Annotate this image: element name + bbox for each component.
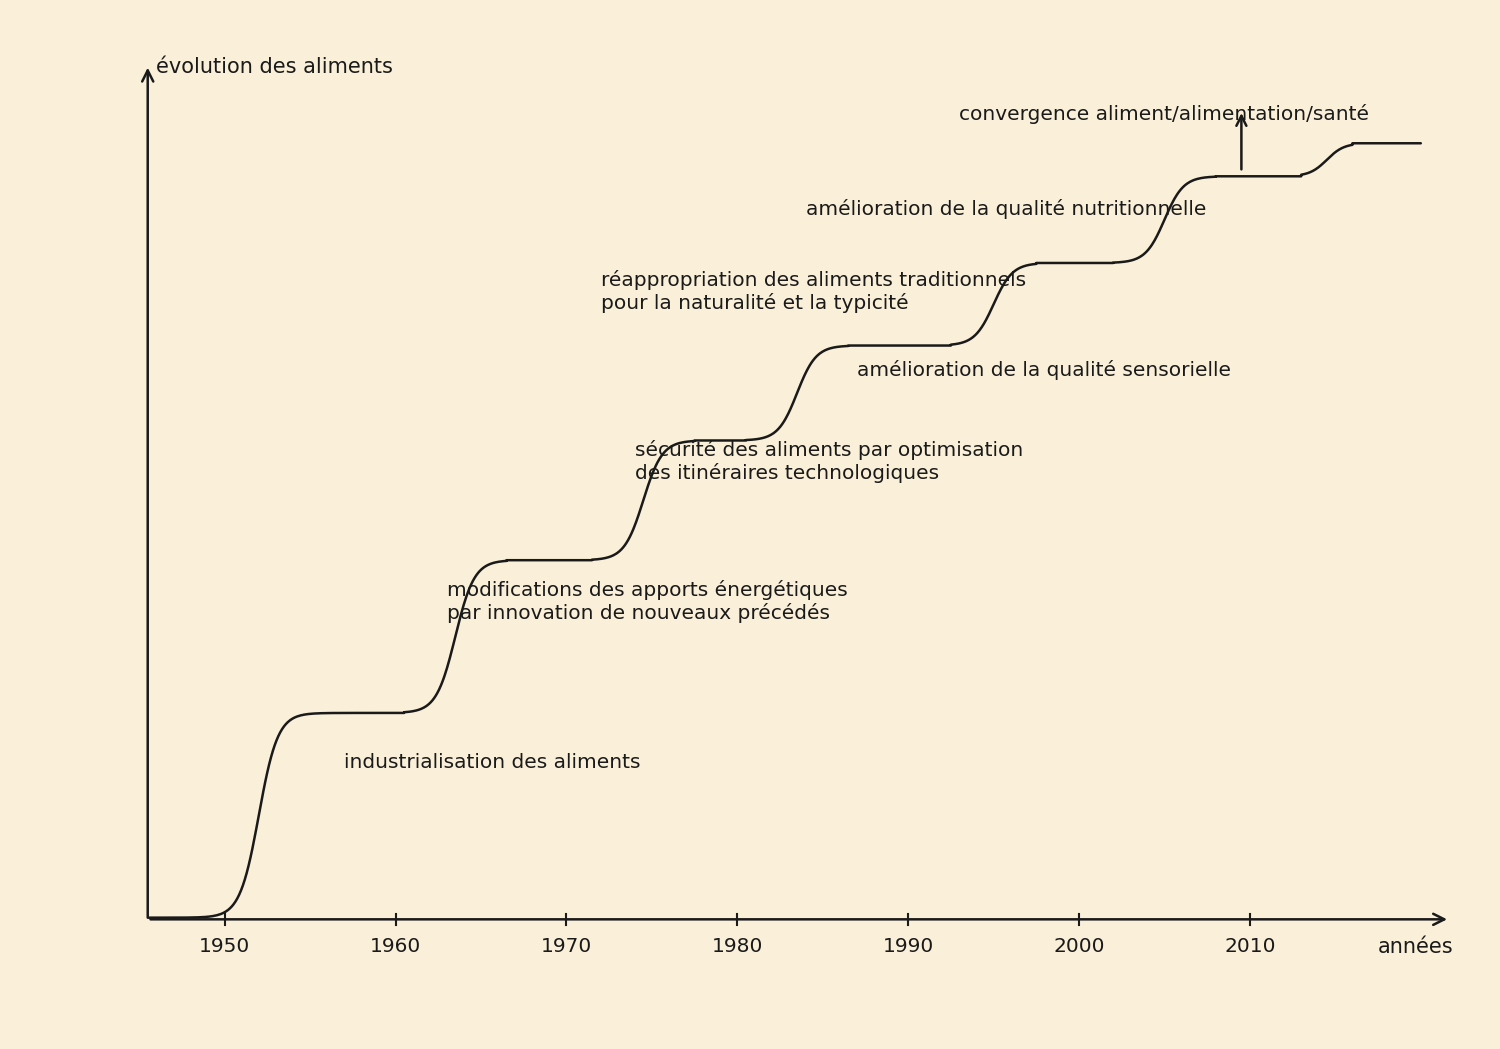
Text: 2010: 2010 [1224, 938, 1275, 957]
Text: convergence aliment/alimentation/santé: convergence aliment/alimentation/santé [960, 104, 1370, 125]
Text: 1960: 1960 [370, 938, 422, 957]
Text: 1990: 1990 [882, 938, 934, 957]
Text: amélioration de la qualité sensorielle: amélioration de la qualité sensorielle [856, 360, 1232, 381]
Text: 2000: 2000 [1053, 938, 1106, 957]
Text: amélioration de la qualité nutritionnelle: amélioration de la qualité nutritionnell… [806, 199, 1206, 219]
Text: industrialisation des aliments: industrialisation des aliments [344, 753, 640, 772]
Text: modifications des apports énergétiques
par innovation de nouveaux précédés: modifications des apports énergétiques p… [447, 580, 848, 623]
Text: 1980: 1980 [711, 938, 764, 957]
Text: sécurité des aliments par optimisation
des itinéraires technologiques: sécurité des aliments par optimisation d… [634, 440, 1023, 483]
Text: 1970: 1970 [542, 938, 592, 957]
Text: 1950: 1950 [200, 938, 250, 957]
Text: années: années [1377, 938, 1454, 958]
Text: réappropriation des aliments traditionnels
pour la naturalité et la typicité: réappropriation des aliments traditionne… [600, 271, 1026, 314]
Text: évolution des aliments: évolution des aliments [156, 57, 393, 77]
